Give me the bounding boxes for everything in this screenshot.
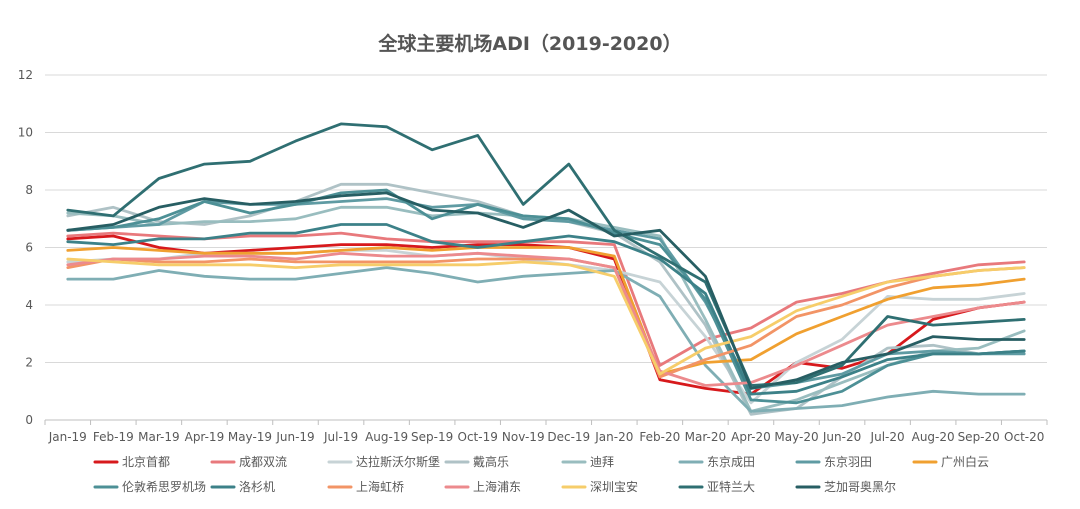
- x-tick-label: Apr-19: [185, 430, 225, 444]
- x-tick-label: Oct-19: [458, 430, 498, 444]
- legend-item: 成都双流: [210, 455, 287, 469]
- x-tick-label: Jul-20: [870, 430, 905, 444]
- legend-label: 成都双流: [239, 455, 287, 469]
- x-tick-label: Jan-20: [594, 430, 633, 444]
- x-tick-label: May-19: [228, 430, 272, 444]
- legend-item: 洛杉机: [210, 479, 275, 494]
- x-axis-ticks: Jan-19 Feb-19 Mar-19 Apr-19 May-19 Jun-19 Jul-…: [44, 420, 1048, 444]
- legend-item: 戴高乐: [444, 454, 509, 469]
- series-line-14: [66, 191, 1026, 390]
- legend-item: 达拉斯沃尔斯堡: [327, 454, 440, 469]
- series-line-2: [66, 248, 1026, 405]
- y-tick-label: 0: [25, 413, 33, 427]
- series-line-9: [66, 223, 1026, 396]
- x-tick-label: Apr-20: [731, 430, 771, 444]
- x-tick-label: Feb-20: [639, 430, 680, 444]
- x-tick-label: Aug-19: [365, 430, 408, 444]
- series-line-6: [66, 197, 1026, 390]
- y-tick-label: 6: [25, 241, 33, 255]
- legend-label: 伦敦希思罗机场: [122, 479, 206, 494]
- x-tick-label: Feb-19: [93, 430, 134, 444]
- series-line-12: [66, 257, 1026, 376]
- legend-label: 洛杉机: [239, 479, 275, 494]
- y-tick-label: 8: [25, 183, 33, 197]
- legend-item: 迪拜: [561, 455, 614, 469]
- legend-label: 亚特兰大: [707, 479, 755, 494]
- x-tick-label: Jun-19: [275, 430, 314, 444]
- series-line-7: [66, 246, 1026, 376]
- x-tick-label: May-20: [774, 430, 818, 444]
- x-tick-label: Jan-19: [48, 430, 87, 444]
- legend-item: 上海浦东: [444, 479, 521, 494]
- legend-label: 上海浦东: [473, 479, 521, 494]
- legend-label: 迪拜: [590, 455, 614, 469]
- legend-item: 芝加哥奥黑尔: [795, 479, 896, 494]
- x-tick-label: Mar-20: [685, 430, 726, 444]
- y-tick-label: 12: [18, 68, 33, 82]
- x-tick-label: Oct-20: [1004, 430, 1044, 444]
- legend-item: 广州白云: [912, 454, 989, 469]
- x-tick-label: Nov-19: [502, 430, 545, 444]
- legend-item: 上海虹桥: [327, 479, 404, 494]
- legend-label: 北京首都: [122, 455, 170, 469]
- x-tick-label: Dec-19: [547, 430, 590, 444]
- x-tick-label: Sep-19: [411, 430, 453, 444]
- legend-item: 深圳宝安: [561, 479, 638, 494]
- legend-label: 达拉斯沃尔斯堡: [356, 454, 440, 469]
- legend-label: 上海虹桥: [356, 479, 404, 494]
- series-line-5: [66, 266, 1026, 413]
- legend-label: 芝加哥奥黑尔: [824, 479, 896, 494]
- x-tick-label: Jul-19: [323, 430, 358, 444]
- y-tick-label: 2: [25, 356, 33, 370]
- legend-item: 东京羽田: [795, 455, 872, 469]
- legend-label: 东京成田: [707, 455, 755, 469]
- y-axis-ticks: 0 2 4 6 8 10 12: [18, 68, 33, 427]
- gridlines: [45, 74, 1047, 421]
- x-tick-label: Aug-20: [912, 430, 955, 444]
- legend-item: 伦敦希思罗机场: [93, 479, 206, 494]
- legend-label: 戴高乐: [473, 454, 509, 469]
- x-tick-label: Mar-19: [138, 430, 179, 444]
- chart-title: 全球主要机场ADI（2019-2020）: [377, 32, 681, 55]
- series-line-10: [66, 257, 1026, 379]
- series-line-13: [66, 122, 1026, 387]
- legend-label: 深圳宝安: [590, 479, 638, 494]
- legend-item: 北京首都: [93, 455, 170, 469]
- legend-item: 东京成田: [678, 455, 755, 469]
- x-tick-label: Jun-20: [822, 430, 861, 444]
- legend-label: 东京羽田: [824, 455, 872, 469]
- legend-label: 广州白云: [941, 454, 989, 469]
- legend-item: 亚特兰大: [678, 479, 755, 494]
- y-tick-label: 10: [18, 126, 33, 140]
- series-lines: [66, 122, 1026, 416]
- series-line-11: [66, 251, 1026, 387]
- y-tick-label: 4: [25, 298, 33, 312]
- x-tick-label: Sep-20: [958, 430, 1000, 444]
